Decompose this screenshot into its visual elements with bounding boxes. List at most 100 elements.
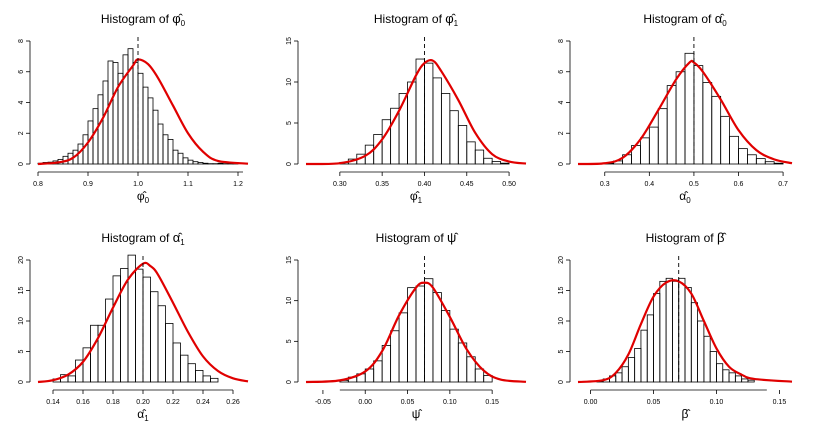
- x-tick-label: 0.26: [226, 399, 240, 406]
- histogram-bar: [764, 161, 775, 165]
- histogram-bar: [202, 375, 211, 383]
- histogram-panel-4: Histogram of α̂1 0 5 10 15 20 0.14 0.16 0.18 0.20…: [18, 230, 249, 423]
- histogram-bar: [122, 54, 129, 165]
- histogram-bar: [373, 360, 383, 383]
- histogram-bar: [627, 357, 636, 383]
- x-tick-label: 0.35: [375, 181, 389, 188]
- histogram-panel-3: Histogram of α̂0 0 2 4 6 8 0.3 0.4 0.5 0.6 0.7 α̂0: [558, 11, 793, 205]
- histogram-bar: [672, 280, 680, 383]
- histogram-bar: [90, 324, 99, 383]
- histogram-bar: [483, 157, 493, 165]
- histogram-bar: [182, 157, 189, 165]
- x-axis-label: φ̂1: [410, 189, 423, 205]
- histogram-bar: [432, 292, 442, 383]
- histogram-bar: [440, 310, 451, 383]
- x-tick-label: 0.00: [358, 399, 372, 406]
- histogram-bar: [432, 77, 442, 165]
- y-tick-label: 10: [18, 317, 25, 325]
- y-tick-label: 15: [558, 287, 565, 295]
- y-tick-label: 10: [558, 317, 565, 325]
- histogram-bar: [449, 328, 459, 383]
- y-tick-label: 0: [286, 162, 293, 166]
- x-tick-label: 0.8: [33, 181, 43, 188]
- x-tick-label: 1.0: [133, 181, 143, 188]
- y-tick-label: 4: [18, 100, 25, 104]
- x-tick-label: 0.22: [166, 399, 180, 406]
- density-curve: [305, 281, 527, 384]
- histogram-bar: [621, 366, 629, 383]
- y-tick-label: 0: [558, 162, 565, 166]
- histogram-bar: [693, 65, 704, 165]
- x-tick-label: 1.2: [233, 181, 243, 188]
- histogram-bar: [210, 377, 219, 383]
- histogram-bar: [172, 149, 179, 165]
- histogram-bar: [659, 280, 667, 383]
- y-tick-label: 2: [558, 131, 565, 135]
- x-tick-label: -0.05: [315, 399, 331, 406]
- histogram-bar: [135, 268, 144, 383]
- histogram-bar: [640, 329, 648, 383]
- x-tick-label: 0.9: [83, 181, 93, 188]
- y-tick-label: 2: [18, 131, 25, 135]
- y-tick-label: 8: [18, 39, 25, 43]
- histogram-bar: [107, 60, 114, 165]
- x-axis-label: φ̂0: [137, 189, 150, 205]
- histogram-bar: [500, 162, 510, 165]
- x-axis-label: α̂1: [137, 407, 149, 423]
- panel-title: Histogram of α̂0: [643, 11, 727, 28]
- histogram-bar: [187, 159, 194, 165]
- histogram-bar: [747, 154, 757, 165]
- x-axis-label: β̂: [682, 407, 691, 421]
- histogram-bar: [142, 86, 149, 165]
- x-tick-label: 0.3: [600, 181, 610, 188]
- histogram-bar: [177, 152, 184, 165]
- panel-title: Histogram of ψ̂: [376, 230, 460, 245]
- histogram-bar: [716, 363, 724, 383]
- x-tick-label: 0.4: [644, 181, 654, 188]
- histogram-bar: [142, 276, 151, 383]
- histogram-bar: [457, 125, 468, 165]
- x-tick-label: 0.18: [106, 399, 120, 406]
- histogram-bar: [187, 363, 196, 383]
- histogram-bar: [132, 62, 139, 165]
- histogram-panel-5: Histogram of ψ̂ 0 5 10 15 -0.05 0.00 0.05 0.10 0.…: [286, 230, 527, 421]
- density-curve: [577, 279, 793, 384]
- x-tick-label: 0.7: [778, 181, 788, 188]
- y-tick-label: 5: [286, 121, 293, 125]
- x-tick-label: 0.05: [401, 399, 415, 406]
- x-tick-label: 0.40: [418, 181, 432, 188]
- y-tick-label: 20: [558, 256, 565, 264]
- histogram-bar: [150, 291, 159, 383]
- histogram-bar: [697, 320, 705, 383]
- histogram-bar: [102, 80, 109, 165]
- histogram-bar: [646, 314, 654, 383]
- histogram-bar: [755, 158, 766, 165]
- histogram-bar: [734, 375, 743, 383]
- histogram-bar: [722, 369, 730, 383]
- y-tick-label: 10: [286, 297, 293, 305]
- histogram-bar: [738, 148, 748, 165]
- y-tick-label: 0: [18, 162, 25, 166]
- histogram-bar: [415, 285, 425, 383]
- histogram-bar: [483, 375, 493, 383]
- histogram-bar: [690, 302, 698, 383]
- histogram-bar: [97, 94, 104, 165]
- histogram-panel-1: Histogram of φ̂0 0 2 4 6 8 0.8 0.9 1.0 1.1 1.2 φ̂0: [18, 11, 249, 205]
- y-tick-label: 0: [286, 380, 293, 384]
- histogram-panel-2: Histogram of φ̂1 0 5 10 15 0.30 0.35 0.40 0.45 0.…: [286, 11, 527, 205]
- histogram-bar: [424, 62, 434, 165]
- histogram-bar: [157, 305, 166, 383]
- histogram-bar: [665, 277, 673, 383]
- x-tick-label: 0.45: [460, 181, 474, 188]
- histogram-bar: [192, 161, 199, 165]
- histogram-bar: [147, 97, 154, 165]
- x-tick-label: 0.15: [485, 399, 499, 406]
- histogram-bar: [634, 348, 642, 383]
- y-tick-label: 5: [558, 349, 565, 353]
- histogram-bar: [653, 293, 661, 383]
- histogram-bar: [92, 108, 99, 165]
- histogram-bar: [217, 162, 224, 165]
- x-tick-label: 0.24: [196, 399, 210, 406]
- histogram-bar: [202, 162, 209, 165]
- x-tick-label: 0.5: [689, 181, 699, 188]
